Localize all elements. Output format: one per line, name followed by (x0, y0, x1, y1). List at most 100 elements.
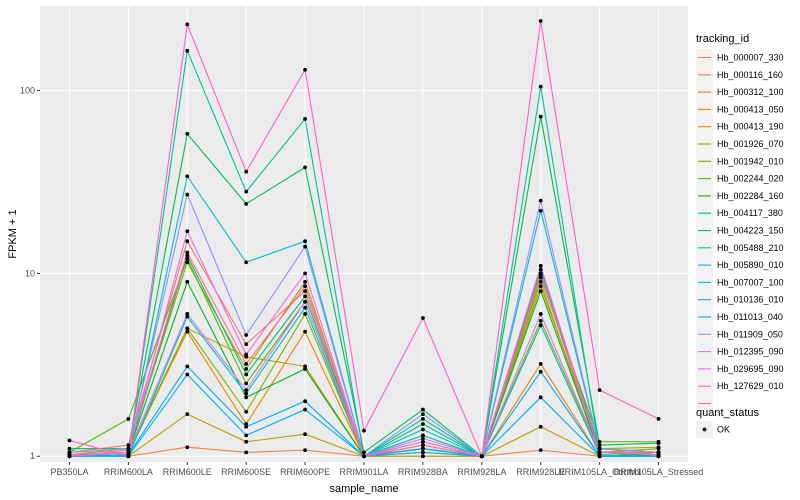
data-point (244, 260, 249, 265)
data-point (303, 239, 307, 244)
x-tick-label: RRIM600LA (104, 467, 153, 477)
data-point (185, 279, 190, 284)
data-point (421, 412, 425, 417)
legend-label: Hb_011909_050 (717, 329, 783, 339)
legend-label: Hb_127629_010 (717, 381, 784, 391)
data-point (597, 446, 602, 451)
data-point (303, 116, 307, 121)
data-point (244, 372, 249, 377)
data-point (303, 284, 307, 289)
x-tick-label: RRIM600PE (280, 467, 330, 477)
legend-label: Hb_000413_050 (717, 104, 784, 114)
data-point (185, 329, 190, 334)
data-point (185, 239, 190, 244)
data-point (185, 131, 190, 136)
legend-label: Hb_004223_150 (717, 226, 784, 236)
data-point (597, 454, 602, 459)
data-point (185, 445, 190, 450)
data-points (67, 19, 661, 459)
data-point (538, 395, 543, 400)
data-point (538, 279, 543, 284)
data-point (244, 361, 249, 366)
legend-label: Hb_012395_090 (717, 347, 784, 357)
data-point (538, 284, 543, 289)
data-point (421, 436, 425, 441)
data-point (303, 165, 307, 170)
data-point (538, 448, 543, 453)
data-point (421, 454, 425, 459)
data-point (597, 388, 602, 392)
data-point (67, 446, 72, 451)
data-point (421, 446, 425, 451)
legend-title: tracking_id (696, 33, 749, 45)
data-point (244, 381, 249, 386)
x-tick-label: RRIM928LE (516, 467, 565, 477)
data-point (126, 448, 131, 453)
data-point (362, 454, 366, 459)
data-point (538, 114, 543, 119)
data-point (126, 417, 131, 421)
data-point (656, 446, 661, 451)
data-point (185, 364, 190, 369)
data-point (538, 263, 543, 268)
data-point (303, 364, 307, 369)
data-point (303, 289, 307, 294)
data-point (303, 279, 307, 284)
data-point (303, 294, 307, 299)
data-point (303, 299, 307, 304)
data-point (126, 454, 131, 459)
legend-label: Hb_010136_010 (717, 295, 784, 305)
data-point (244, 439, 249, 444)
data-point (303, 329, 307, 334)
data-point (185, 260, 190, 265)
data-point (656, 450, 661, 455)
x-tick-label: RRIM928BA (398, 467, 448, 477)
data-point (67, 438, 72, 443)
data-point (656, 417, 661, 421)
x-tick-label: RRIM600SE (221, 467, 271, 477)
data-point (303, 312, 307, 316)
data-point (244, 333, 249, 337)
legend: tracking_id Hb_000007_330 Hb_000116_160 Hb_… (696, 33, 784, 438)
data-point (303, 399, 307, 404)
legend-label: Hb_005488_210 (717, 243, 784, 253)
legend-label: Hb_011013_040 (717, 312, 783, 322)
data-point (303, 407, 307, 412)
x-tick-label: RRIM928LA (457, 467, 506, 477)
data-point (656, 441, 661, 445)
data-point (185, 250, 190, 255)
data-point (421, 417, 425, 421)
y-axis-title: FPKM + 1 (7, 209, 19, 258)
data-point (538, 267, 543, 272)
data-point (538, 19, 543, 23)
data-point (303, 244, 307, 249)
data-point (479, 454, 484, 459)
y-tick-label: 10 (25, 268, 35, 278)
data-point (185, 22, 190, 27)
data-point (244, 342, 249, 347)
data-point (185, 257, 190, 261)
data-point (185, 192, 190, 197)
data-point (303, 271, 307, 276)
data-point (244, 433, 249, 438)
shape-legend-point (702, 427, 707, 432)
legend-label: Hb_001942_010 (717, 156, 784, 166)
data-point (597, 443, 602, 448)
data-point (303, 67, 307, 72)
data-point (126, 443, 131, 448)
legend-label: Hb_007007_100 (717, 277, 784, 287)
data-point (303, 448, 307, 453)
data-point (244, 422, 249, 426)
data-point (185, 48, 190, 53)
data-point (244, 169, 249, 174)
shape-legend-label: OK (717, 425, 730, 435)
data-point (538, 424, 543, 429)
data-point (185, 326, 190, 331)
legend-label: Hb_000413_190 (717, 122, 784, 132)
x-axis-title: sample_name (329, 483, 398, 495)
data-point (538, 273, 543, 277)
data-point (421, 427, 425, 432)
y-tick-label: 1 (30, 451, 35, 461)
x-tick-label: RRIM901LA (339, 467, 388, 477)
